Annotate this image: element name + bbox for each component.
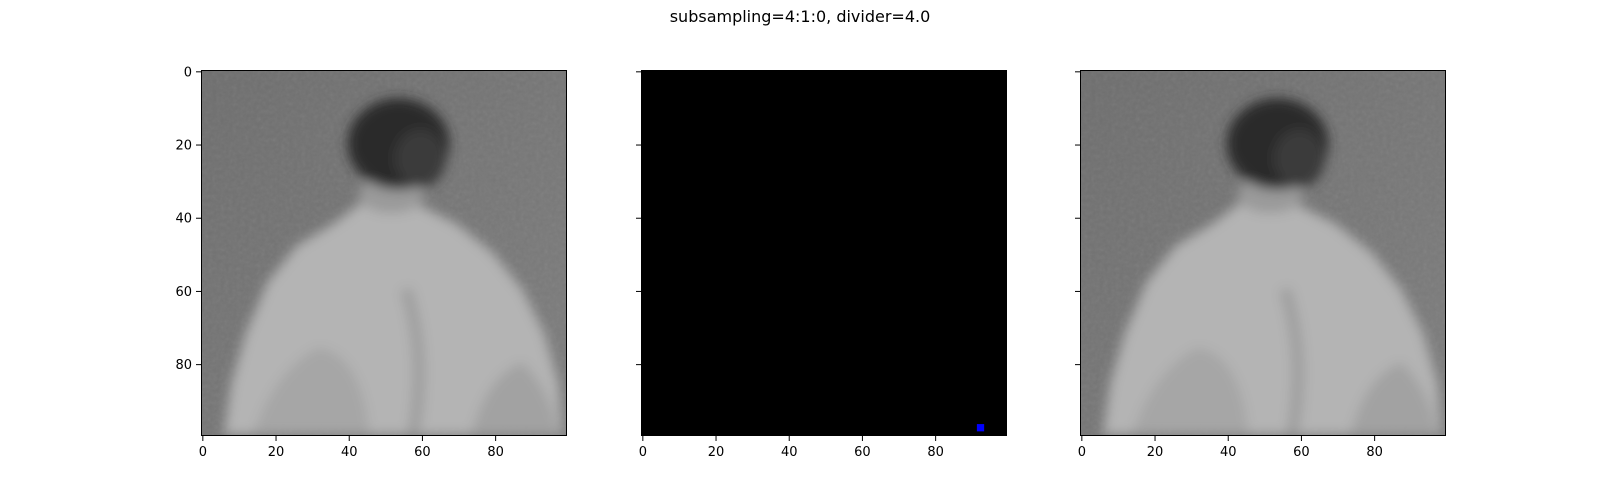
image-panel-1 [201, 70, 567, 436]
photo-image-3 [1081, 71, 1445, 435]
body-fold [400, 287, 425, 435]
x-tick-label: 80 [927, 445, 944, 460]
x-tick-label: 20 [1147, 445, 1164, 460]
photo-image-1 [202, 71, 566, 435]
body-shadow-right [1350, 362, 1438, 435]
x-tick-label: 40 [781, 445, 798, 460]
body-shadow-left [1131, 347, 1249, 435]
y-tick-label: 40 [175, 212, 192, 227]
difference-background [642, 71, 1006, 435]
difference-image [642, 71, 1006, 435]
body-shadow-left [252, 347, 370, 435]
x-tick-label: 60 [854, 445, 871, 460]
x-tick-label: 0 [1078, 445, 1086, 460]
body-shadow-right [471, 362, 559, 435]
x-tick-label: 0 [639, 445, 647, 460]
x-tick-label: 60 [1293, 445, 1310, 460]
x-tick-label: 20 [268, 445, 285, 460]
y-tick-label: 60 [175, 285, 192, 300]
blue-pixel-marker [976, 424, 985, 432]
x-tick-label: 80 [1366, 445, 1383, 460]
x-tick-label: 60 [414, 445, 431, 460]
x-tick-label: 0 [199, 445, 207, 460]
y-tick-label: 80 [175, 358, 192, 373]
x-tick-label: 40 [341, 445, 358, 460]
body-fold [1279, 287, 1304, 435]
x-tick-label: 80 [487, 445, 504, 460]
y-tick-label: 20 [175, 139, 192, 154]
image-panel-2 [641, 70, 1007, 436]
head-shade [1273, 129, 1325, 188]
y-tick-label: 0 [184, 65, 192, 80]
image-panel-3 [1080, 70, 1446, 436]
x-tick-label: 40 [1220, 445, 1237, 460]
figure-title: subsampling=4:1:0, divider=4.0 [669, 7, 931, 26]
head-shade [394, 129, 446, 188]
x-tick-label: 20 [708, 445, 725, 460]
